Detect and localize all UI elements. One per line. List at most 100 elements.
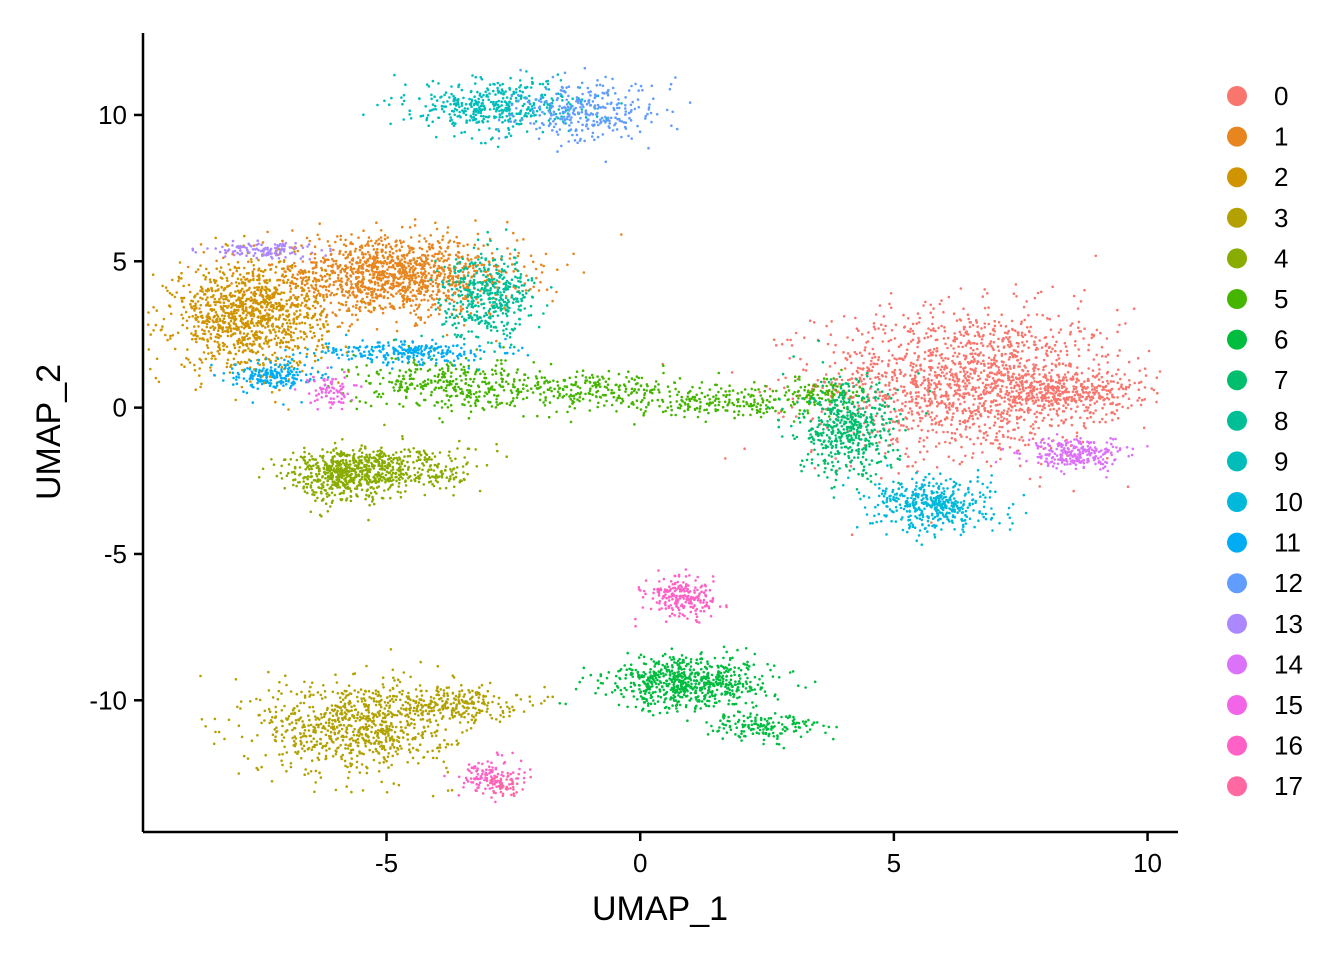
series-7-points xyxy=(766,339,932,499)
legend-item-5: 5 xyxy=(1227,284,1288,314)
legend-swatch xyxy=(1227,532,1247,553)
legend-item-9: 9 xyxy=(1227,446,1288,476)
legend-label: 6 xyxy=(1274,325,1288,355)
series-16 xyxy=(443,568,728,804)
legend-swatch xyxy=(1227,654,1247,675)
series-12-points xyxy=(496,66,692,164)
series-2 xyxy=(147,234,376,411)
series-13-points xyxy=(191,239,332,261)
series-3 xyxy=(199,647,555,798)
legend-label: 3 xyxy=(1274,203,1288,233)
legend-swatch xyxy=(1227,451,1247,472)
legend-label: 4 xyxy=(1274,243,1288,273)
series-14-points xyxy=(994,433,1149,479)
series-4-points xyxy=(257,423,508,522)
series-17-points xyxy=(481,771,533,799)
legend-swatch xyxy=(1227,613,1247,634)
series-3-points xyxy=(199,647,555,798)
series-11 xyxy=(210,333,530,406)
legend-item-3: 3 xyxy=(1227,203,1288,233)
y-axis-ticks: -10 -5 0 5 10 xyxy=(89,100,143,715)
series-9-points xyxy=(362,70,623,149)
legend-label: 17 xyxy=(1274,771,1303,801)
legend-label: 10 xyxy=(1274,487,1303,517)
series-15-points xyxy=(293,366,363,411)
legend-label: 13 xyxy=(1274,609,1303,639)
series-10 xyxy=(842,464,1028,547)
legend-swatch xyxy=(1227,329,1247,350)
legend-swatch xyxy=(1227,370,1247,391)
series-9 xyxy=(362,70,623,149)
legend-label: 0 xyxy=(1274,81,1288,111)
legend-swatch xyxy=(1227,410,1247,431)
series-17 xyxy=(481,771,533,799)
series-0 xyxy=(661,254,1162,536)
legend-swatch xyxy=(1227,86,1247,106)
series-12 xyxy=(496,66,692,164)
y-axis-title: UMAP_2 xyxy=(30,364,68,500)
series-8 xyxy=(420,228,553,360)
y-tick-label: -5 xyxy=(104,539,127,569)
legend-swatch xyxy=(1227,776,1247,797)
y-tick-label: 10 xyxy=(98,100,127,130)
x-axis-ticks: -5 0 5 10 xyxy=(375,832,1162,878)
legend-item-10: 10 xyxy=(1227,487,1303,517)
legend-swatch xyxy=(1227,573,1247,594)
series-8-points xyxy=(420,228,553,360)
legend-label: 2 xyxy=(1274,162,1288,192)
legend-swatch xyxy=(1227,207,1247,228)
x-axis-title: UMAP_1 xyxy=(592,890,728,928)
legend-item-7: 7 xyxy=(1227,365,1288,395)
series-7 xyxy=(766,339,932,499)
series-10-points xyxy=(842,464,1028,547)
legend-label: 1 xyxy=(1274,122,1288,152)
scatter-points xyxy=(147,66,1162,804)
x-tick-label: -5 xyxy=(375,848,398,878)
legend-swatch xyxy=(1227,126,1247,147)
legend-item-4: 4 xyxy=(1227,243,1288,273)
legend-item-17: 17 xyxy=(1227,771,1303,801)
series-13 xyxy=(191,239,332,261)
legend-item-13: 13 xyxy=(1227,609,1303,639)
series-16-points xyxy=(443,568,728,804)
legend-swatch xyxy=(1227,248,1247,269)
x-tick-label: 10 xyxy=(1133,848,1162,878)
x-tick-label: 0 xyxy=(633,848,647,878)
legend-label: 8 xyxy=(1274,406,1288,436)
series-14 xyxy=(994,433,1149,479)
legend-swatch xyxy=(1227,695,1247,715)
legend-swatch xyxy=(1227,167,1247,188)
legend-swatch xyxy=(1227,735,1247,756)
y-tick-label: 5 xyxy=(113,246,127,276)
legend-item-14: 14 xyxy=(1227,649,1303,679)
legend-label: 7 xyxy=(1274,365,1288,395)
series-6-points xyxy=(558,645,838,750)
legend-label: 9 xyxy=(1274,446,1288,476)
legend-label: 16 xyxy=(1274,731,1303,761)
legend-label: 12 xyxy=(1274,568,1303,598)
legend-item-16: 16 xyxy=(1227,731,1303,761)
legend-item-6: 6 xyxy=(1227,325,1288,355)
legend-label: 15 xyxy=(1274,690,1303,720)
series-0-points xyxy=(661,254,1162,536)
series-5-points xyxy=(324,338,871,426)
legend-label: 14 xyxy=(1274,649,1303,679)
legend-item-8: 8 xyxy=(1227,406,1288,436)
series-6 xyxy=(558,645,838,750)
legend-swatch xyxy=(1227,492,1247,512)
legend-item-15: 15 xyxy=(1227,690,1303,720)
legend-swatch xyxy=(1227,289,1247,309)
legend-item-12: 12 xyxy=(1227,568,1303,598)
series-4 xyxy=(257,423,508,522)
y-tick-label: 0 xyxy=(113,393,127,423)
series-2-points xyxy=(147,234,376,411)
legend-label: 5 xyxy=(1274,284,1288,314)
x-tick-label: 5 xyxy=(887,848,901,878)
series-11-points xyxy=(210,333,530,406)
legend-label: 11 xyxy=(1274,528,1301,558)
series-5 xyxy=(324,338,871,426)
legend-item-1: 1 xyxy=(1227,122,1288,152)
legend-item-2: 2 xyxy=(1227,162,1288,192)
